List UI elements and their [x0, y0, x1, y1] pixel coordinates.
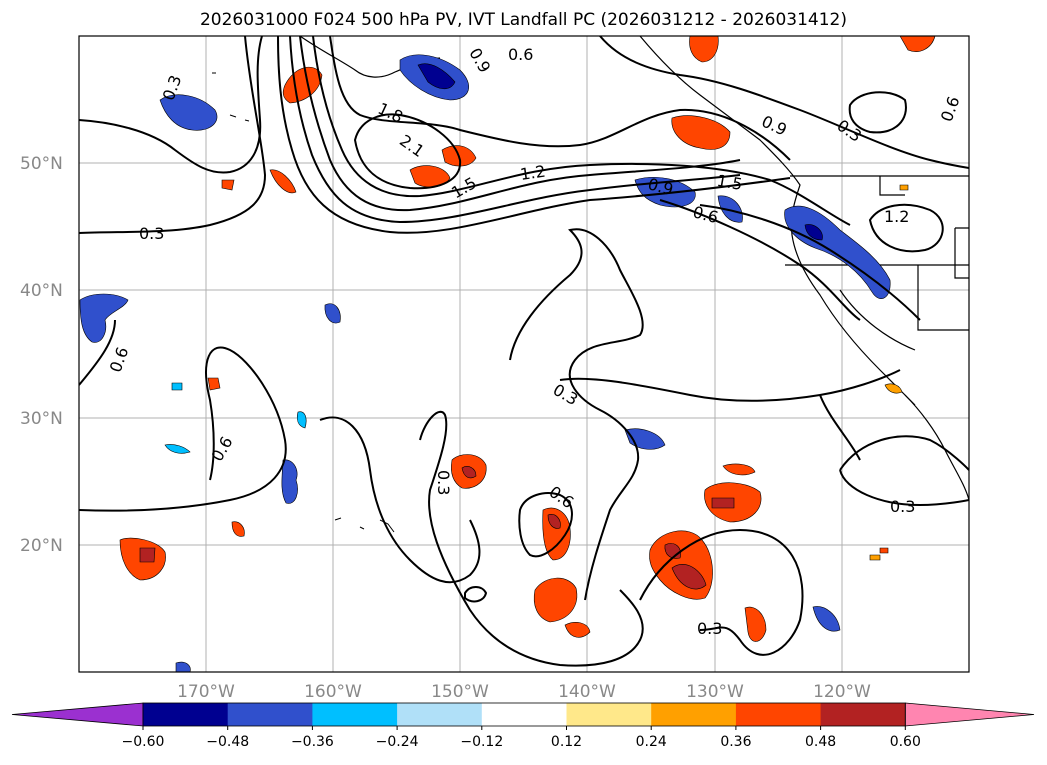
colorbar-segment [651, 703, 737, 726]
colorbar-extend-low [11, 702, 144, 727]
lon-label: 140°W [558, 682, 616, 702]
colorbar-tick-label: 0.36 [720, 734, 751, 750]
colorbar-segment [143, 703, 229, 726]
lat-label: 20°N [20, 536, 63, 556]
contour-label: 1.2 [884, 207, 909, 226]
colorbar-tick-label: 0.24 [636, 734, 667, 750]
lon-label: 160°W [304, 682, 362, 702]
colorbar-tick-label: 0.12 [551, 734, 582, 750]
gridlines [79, 36, 969, 672]
map-title: 2026031000 F024 500 hPa PV, IVT Landfall… [199, 10, 847, 30]
lon-label: 130°W [686, 682, 744, 702]
colorbar-extend-high [904, 702, 1035, 727]
colorbar-segment [735, 703, 822, 726]
colorbar-segment [312, 703, 398, 726]
colorbar-segment [820, 703, 906, 726]
colorbar-tick-label: −0.60 [122, 734, 165, 750]
pv-contours [79, 36, 969, 667]
islands [212, 72, 395, 533]
lon-label: 120°W [813, 682, 871, 702]
contour-label: 1.2 [519, 162, 547, 184]
lat-label: 40°N [20, 281, 63, 301]
map-frame [78, 35, 970, 673]
colorbar-segment [481, 703, 567, 726]
lon-label: 170°W [177, 682, 235, 702]
colorbar-outline [142, 702, 906, 727]
colorbar: −0.60 −0.48 −0.36 −0.24 −0.12 0.12 0.24 0.36 0.4… [11, 702, 1035, 750]
colorbar-tick-label: −0.36 [291, 734, 334, 750]
contour-label: 0.3 [697, 619, 722, 638]
lon-label: 150°W [431, 682, 489, 702]
colorbar-segment [566, 703, 652, 726]
contour-label: 0.3 [890, 497, 915, 516]
lat-label: 50°N [20, 154, 63, 174]
colorbar-tick-label: 0.48 [805, 734, 836, 750]
colorbar-tick-label: −0.48 [206, 734, 249, 750]
colorbar-segment [227, 703, 313, 726]
colorbar-segment [397, 703, 483, 726]
contour-label: 0.3 [139, 224, 164, 243]
colorbar-tick-label: 0.60 [890, 734, 921, 750]
contour-label: 0.3 [434, 470, 453, 495]
contour-label: 1.5 [715, 171, 743, 194]
lat-label: 30°N [20, 409, 63, 429]
longitude-labels: 170°W 160°W 150°W 140°W 130°W 120°W [177, 682, 871, 702]
negative-anomaly-shading [79, 54, 891, 672]
map-background [79, 36, 969, 672]
colorbar-tick-label: −0.12 [460, 734, 503, 750]
colorbar-tick-label: −0.24 [376, 734, 419, 750]
contour-label: 0.6 [508, 45, 533, 64]
positive-anomaly-shading [119, 36, 936, 642]
latitude-labels: 50°N 40°N 30°N 20°N [20, 154, 63, 556]
